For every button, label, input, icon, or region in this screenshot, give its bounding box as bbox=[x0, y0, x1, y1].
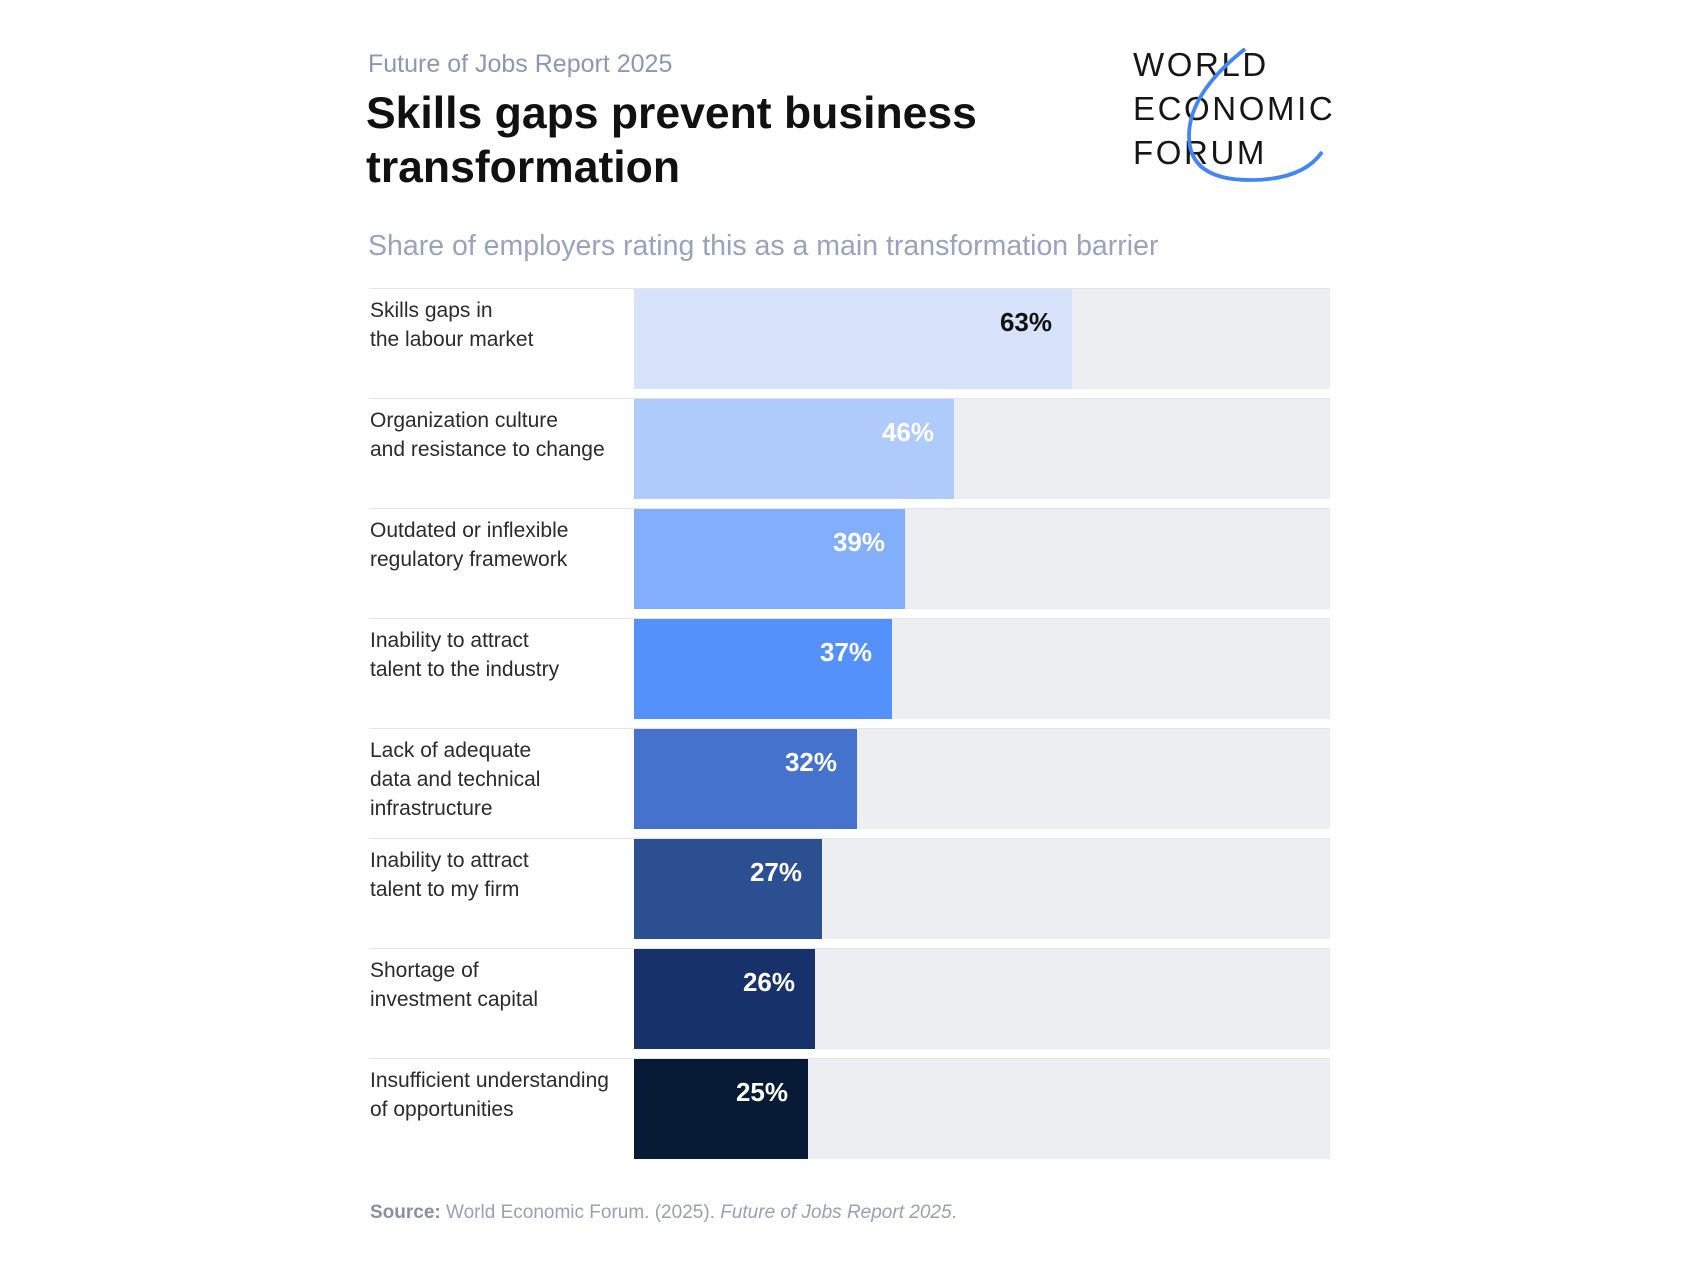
svg-text:WORLD: WORLD bbox=[1133, 48, 1269, 83]
svg-text:ECONOMIC: ECONOMIC bbox=[1133, 90, 1335, 127]
